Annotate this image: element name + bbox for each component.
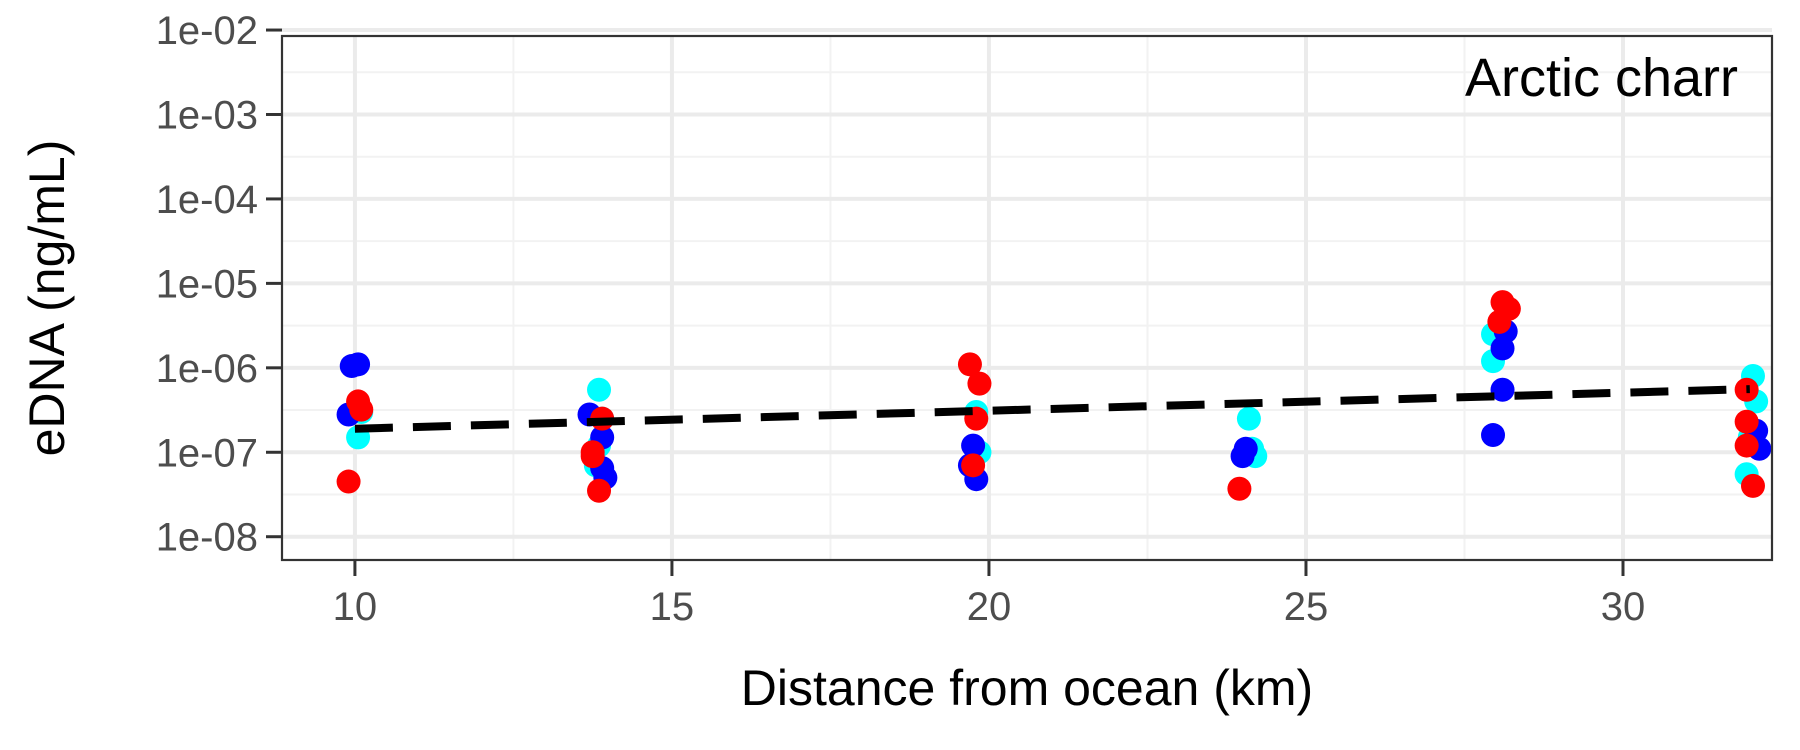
y-axis-title: eDNA (ng/mL): [19, 140, 75, 457]
data-point: [957, 352, 982, 377]
x-axis: 10 15 20 25 30: [333, 560, 1646, 629]
data-point: [961, 453, 986, 478]
y-axis: 1e-08 1e-07 1e-06 1e-05 1e-04 1e-03 1e-02: [156, 9, 282, 560]
x-tick-label: 25: [1284, 585, 1329, 629]
data-point: [1227, 476, 1252, 501]
data-point: [587, 377, 612, 402]
panel-label: Arctic charr: [1465, 48, 1738, 108]
y-tick-label: 1e-02: [156, 9, 258, 53]
trend-line: [354, 385, 1750, 433]
data-point: [1734, 433, 1759, 458]
data-point: [587, 478, 612, 503]
data-point: [967, 371, 992, 396]
data-point: [349, 397, 374, 422]
data-point: [346, 352, 371, 377]
panel-border: [280, 34, 1774, 562]
y-tick-label: 1e-03: [156, 93, 258, 137]
x-tick-label: 10: [333, 585, 378, 629]
data-point: [1496, 296, 1521, 321]
data-point: [1481, 423, 1506, 448]
x-tick-label: 15: [650, 585, 695, 629]
data-point: [1233, 436, 1258, 461]
y-tick-label: 1e-06: [156, 347, 258, 391]
x-axis-title: Distance from ocean (km): [741, 660, 1313, 716]
y-tick-label: 1e-04: [156, 178, 258, 222]
data-point: [1734, 409, 1759, 434]
data-point: [336, 469, 361, 494]
x-tick-label: 30: [1601, 585, 1646, 629]
data-point: [1490, 377, 1515, 402]
data-point: [1740, 473, 1765, 498]
y-tick-label: 1e-07: [156, 431, 258, 475]
data-point: [580, 444, 605, 469]
data-point: [961, 433, 986, 458]
trend-line-group: [354, 385, 1750, 433]
y-tick-label: 1e-08: [156, 516, 258, 560]
y-tick-label: 1e-05: [156, 262, 258, 306]
x-tick-label: 20: [967, 585, 1012, 629]
data-point: [1236, 406, 1261, 431]
